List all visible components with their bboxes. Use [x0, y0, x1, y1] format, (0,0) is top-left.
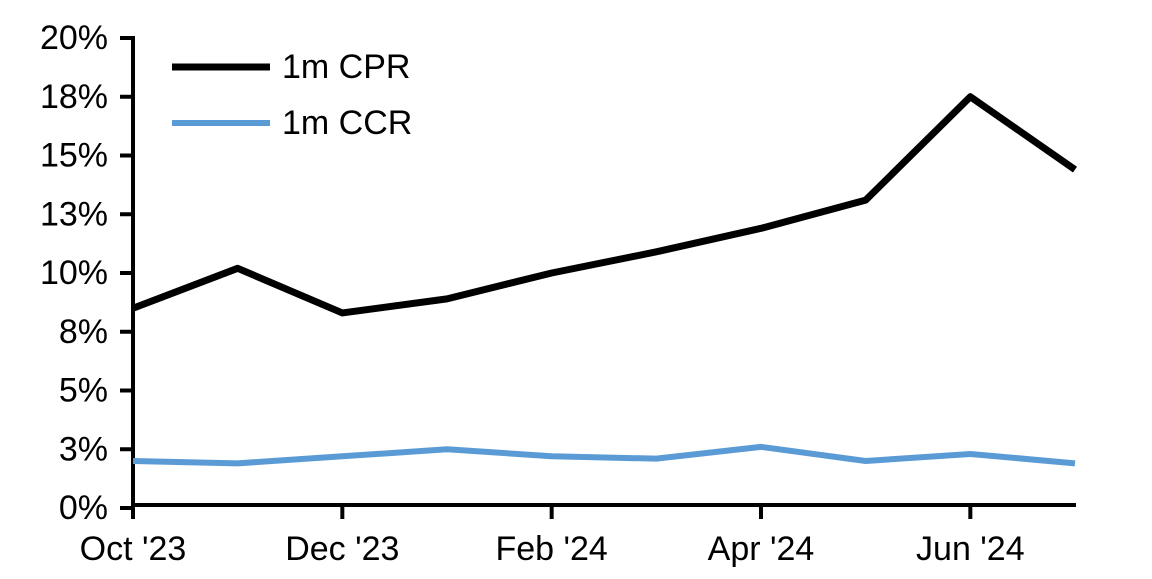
x-axis-tick-label: Jun '24: [916, 530, 1025, 568]
y-axis-tick-label: 15%: [40, 137, 108, 175]
series-line-1m-cpr: [131, 93, 1077, 317]
y-axis-tick-label: 13%: [40, 195, 108, 233]
series-line-1m-ccr: [132, 443, 1076, 467]
y-axis-tick-label: 18%: [40, 78, 108, 116]
y-axis-tick-label: 3%: [59, 430, 108, 468]
x-axis-tick-label: Oct '23: [80, 530, 187, 568]
y-axis-tick-label: 0%: [59, 489, 108, 527]
y-axis-tick-label: 5%: [59, 372, 108, 410]
x-axis-tick-label: Feb '24: [495, 530, 607, 568]
legend-label-1m-cpr: 1m CPR: [282, 48, 410, 86]
x-axis-tick-label: Dec '23: [285, 530, 399, 568]
y-axis-tick-label: 8%: [59, 313, 108, 351]
legend-label-1m-ccr: 1m CCR: [282, 104, 412, 142]
x-axis-tick-label: Apr '24: [708, 530, 815, 568]
y-axis-tick-label: 10%: [40, 254, 108, 292]
y-axis-tick-label: 20%: [40, 19, 108, 57]
